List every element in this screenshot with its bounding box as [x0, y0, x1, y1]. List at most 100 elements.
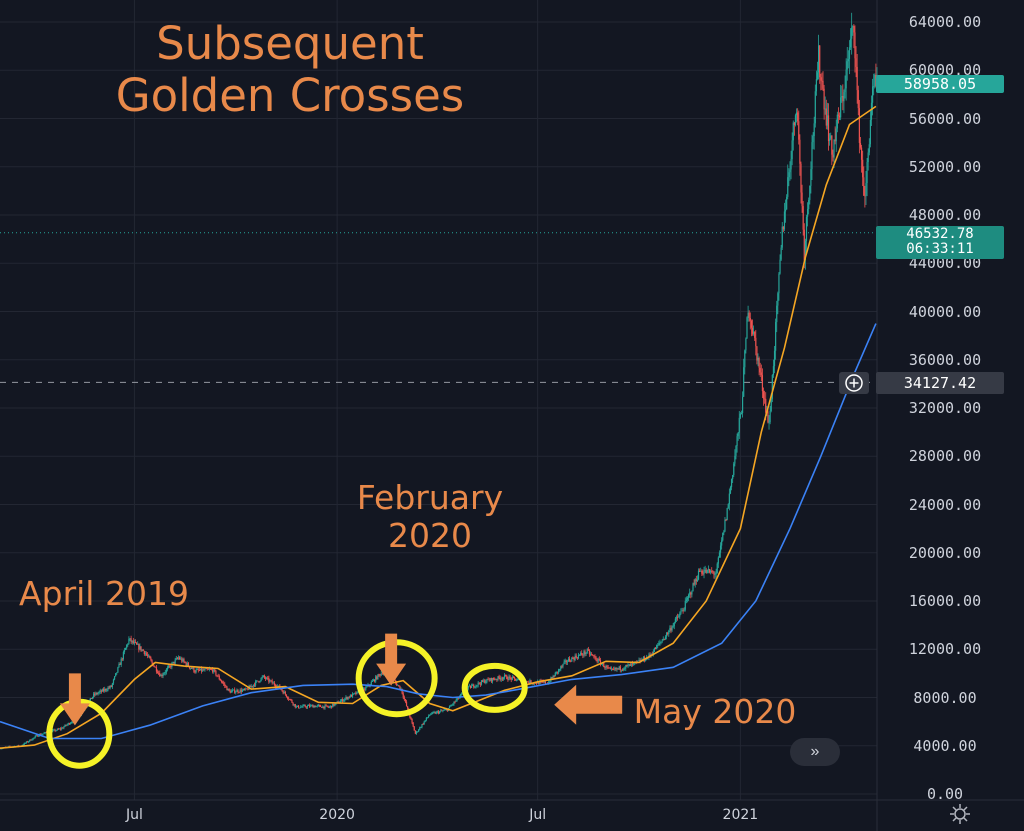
candle-body [870, 102, 873, 120]
candle-body [170, 665, 172, 668]
candle-body [291, 700, 293, 703]
candle-body [667, 632, 669, 634]
candle-body [178, 657, 181, 660]
candle-body [271, 680, 273, 684]
candle-body [618, 666, 620, 669]
candle-body [492, 678, 495, 680]
candle-body [439, 711, 441, 714]
candle-body [97, 692, 99, 695]
candle-body [413, 726, 415, 731]
candle-body [107, 687, 109, 691]
candle-body [565, 660, 567, 663]
candle-body [765, 398, 767, 413]
candle-body [397, 685, 399, 686]
candle-body [844, 88, 846, 93]
candle-body [716, 563, 718, 574]
candle-body [869, 119, 871, 145]
candle-body [746, 317, 748, 339]
candle-body [535, 683, 538, 684]
candle-body [851, 27, 853, 39]
candle-body [198, 670, 201, 672]
candle-body [740, 412, 743, 414]
y-tick-label: 20000.00 [908, 543, 982, 562]
candle-body [792, 122, 794, 141]
candle-body [809, 185, 811, 201]
candle-body [583, 651, 585, 656]
candle-body [346, 697, 348, 700]
candle-body [316, 705, 318, 707]
annotation-line: February [356, 478, 504, 517]
candle-body [685, 599, 687, 602]
candle-body [286, 696, 289, 699]
candle-body [65, 724, 67, 726]
candle-body [180, 658, 182, 660]
candle-body [220, 680, 223, 682]
candle-body [89, 698, 91, 701]
candle-body [347, 696, 349, 700]
candle-body [664, 636, 667, 640]
candle-body [95, 692, 97, 695]
candle-body [426, 717, 429, 719]
candle-body [563, 661, 565, 664]
candle-body [735, 445, 737, 456]
candle-body [373, 679, 376, 682]
candle-body [827, 115, 830, 142]
candle-body [313, 705, 315, 708]
gear-icon[interactable] [948, 802, 972, 826]
candle-body [284, 691, 286, 695]
candle-body [153, 666, 155, 668]
candle-body [683, 609, 685, 611]
candle-body [53, 729, 55, 731]
candle-body [676, 617, 679, 619]
candle-body [370, 681, 372, 685]
candle-body [830, 135, 832, 139]
plus-circle-icon[interactable] [839, 372, 869, 394]
candle-body [435, 711, 437, 714]
candle-body [751, 327, 754, 334]
candle-body [237, 690, 239, 693]
candle-body [770, 398, 772, 411]
candle-body [681, 610, 683, 612]
candle-body [161, 675, 163, 677]
candle-body [54, 729, 56, 731]
candle-body [231, 690, 234, 691]
candle-body [835, 128, 837, 142]
candle-body [343, 700, 345, 702]
candle-body [160, 675, 162, 677]
candle-body [240, 689, 242, 692]
candle-body [682, 610, 684, 612]
candle-body [845, 69, 847, 89]
annotation-february-2020: February 2020 [340, 478, 520, 556]
candle-body [217, 675, 219, 677]
candle-body [703, 571, 705, 575]
candle-body [269, 680, 271, 682]
candle-body [501, 678, 504, 680]
candle-body [753, 331, 755, 334]
candle-body [728, 493, 730, 505]
candle-body [684, 601, 686, 610]
candle-body [262, 675, 264, 677]
candle-body [518, 679, 520, 680]
candle-body [443, 709, 445, 711]
candle-body [405, 701, 408, 707]
candle-body [203, 669, 205, 671]
candle-body [575, 655, 577, 658]
candle-body [859, 142, 862, 148]
candle-body [790, 159, 792, 170]
candle-body [181, 658, 183, 662]
scroll-to-realtime-button[interactable]: » [790, 738, 840, 766]
candle-body [375, 676, 377, 682]
candle-body [302, 705, 304, 707]
candle-body [372, 679, 375, 681]
candle-body [510, 677, 512, 680]
candle-body [554, 672, 556, 677]
candle-body [543, 681, 545, 683]
annotation-arrow [554, 684, 623, 725]
candle-body [470, 685, 473, 688]
candle-body [800, 163, 802, 193]
candle-body [419, 727, 421, 730]
candle-body [823, 88, 825, 110]
candle-body [576, 657, 578, 659]
candle-body [838, 115, 841, 118]
